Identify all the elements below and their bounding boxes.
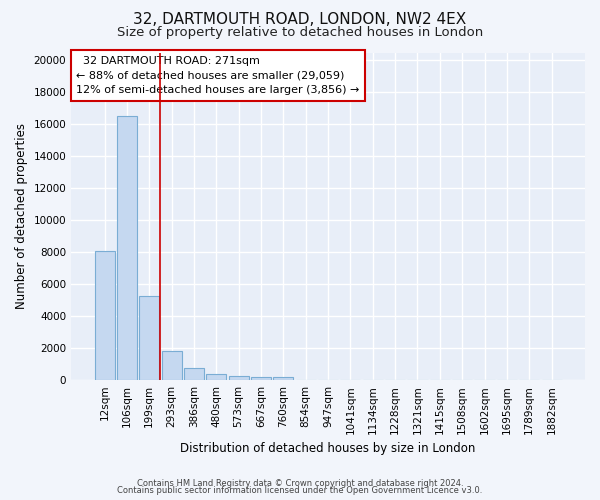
Text: Contains HM Land Registry data © Crown copyright and database right 2024.: Contains HM Land Registry data © Crown c…: [137, 478, 463, 488]
Bar: [206, 374, 226, 380]
Bar: [95, 250, 115, 380]
Text: Size of property relative to detached houses in London: Size of property relative to detached ho…: [117, 26, 483, 39]
Bar: [161, 351, 182, 380]
Bar: [117, 116, 137, 380]
Text: 32 DARTMOUTH ROAD: 271sqm
← 88% of detached houses are smaller (29,059)
12% of s: 32 DARTMOUTH ROAD: 271sqm ← 88% of detac…: [76, 56, 359, 96]
Text: Contains public sector information licensed under the Open Government Licence v3: Contains public sector information licen…: [118, 486, 482, 495]
Bar: [229, 376, 249, 380]
Bar: [251, 377, 271, 380]
Bar: [274, 377, 293, 380]
Y-axis label: Number of detached properties: Number of detached properties: [15, 124, 28, 310]
Bar: [139, 296, 160, 380]
X-axis label: Distribution of detached houses by size in London: Distribution of detached houses by size …: [181, 442, 476, 455]
Bar: [184, 368, 204, 380]
Text: 32, DARTMOUTH ROAD, LONDON, NW2 4EX: 32, DARTMOUTH ROAD, LONDON, NW2 4EX: [133, 12, 467, 28]
